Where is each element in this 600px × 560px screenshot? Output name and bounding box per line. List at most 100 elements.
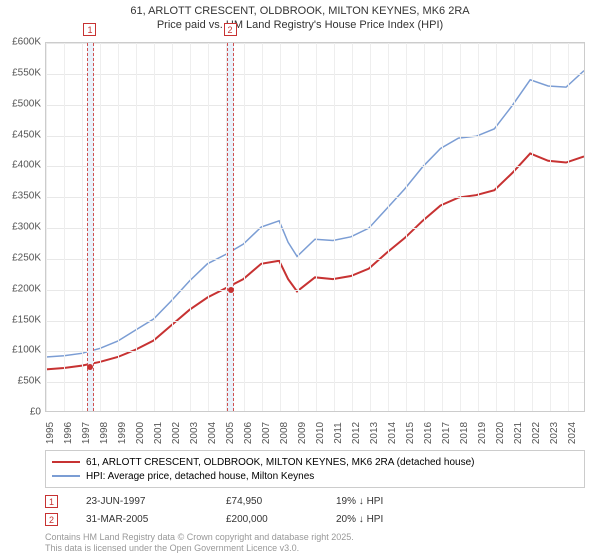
x-tick-label: 2021 (513, 422, 524, 444)
y-tick-label: £500K (1, 98, 41, 109)
footer-line-2: This data is licensed under the Open Gov… (45, 543, 354, 554)
gridline-v (64, 43, 65, 411)
x-tick-label: 1998 (99, 422, 110, 444)
legend-label-hpi: HPI: Average price, detached house, Milt… (86, 471, 314, 482)
x-tick-label: 2013 (369, 422, 380, 444)
y-tick-label: £0 (1, 407, 41, 418)
x-tick-label: 2019 (477, 422, 488, 444)
info-marker-number: 2 (45, 513, 58, 526)
gridline-v (190, 43, 191, 411)
x-tick-label: 2014 (387, 422, 398, 444)
footer-attribution: Contains HM Land Registry data © Crown c… (45, 532, 354, 554)
info-row: 123-JUN-1997£74,95019% ↓ HPI (45, 492, 585, 510)
x-tick-label: 2018 (459, 422, 470, 444)
gridline-v (568, 43, 569, 411)
x-tick-label: 2015 (405, 422, 416, 444)
x-tick-label: 2022 (531, 422, 542, 444)
gridline-v (298, 43, 299, 411)
gridline-v (262, 43, 263, 411)
gridline-v (334, 43, 335, 411)
x-tick-label: 2016 (423, 422, 434, 444)
gridline-h (46, 197, 584, 198)
chart-plot-area: 12 (45, 42, 585, 412)
gridline-v (442, 43, 443, 411)
gridline-h (46, 382, 584, 383)
y-tick-label: £250K (1, 252, 41, 263)
y-tick-label: £350K (1, 191, 41, 202)
gridline-v (460, 43, 461, 411)
sale-point-dot (87, 364, 93, 370)
gridline-h (46, 351, 584, 352)
info-price: £200,000 (226, 514, 336, 525)
x-tick-label: 2001 (153, 422, 164, 444)
x-tick-label: 2012 (351, 422, 362, 444)
gridline-v (100, 43, 101, 411)
gridline-v (388, 43, 389, 411)
x-tick-label: 1999 (117, 422, 128, 444)
x-tick-label: 2005 (225, 422, 236, 444)
gridline-h (46, 228, 584, 229)
gridline-v (316, 43, 317, 411)
sale-point-dot (228, 287, 234, 293)
x-tick-label: 2007 (261, 422, 272, 444)
sale-marker-band (87, 43, 94, 411)
gridline-v (280, 43, 281, 411)
gridline-v (82, 43, 83, 411)
sale-marker-number: 1 (83, 23, 96, 36)
gridline-v (550, 43, 551, 411)
gridline-v (514, 43, 515, 411)
x-tick-label: 1997 (81, 422, 92, 444)
y-tick-label: £100K (1, 345, 41, 356)
legend-swatch-property (52, 461, 80, 463)
y-tick-label: £400K (1, 160, 41, 171)
x-tick-label: 2000 (135, 422, 146, 444)
gridline-v (406, 43, 407, 411)
gridline-v (136, 43, 137, 411)
x-tick-label: 2004 (207, 422, 218, 444)
x-tick-label: 2017 (441, 422, 452, 444)
gridline-h (46, 105, 584, 106)
series-line-property (46, 153, 584, 369)
legend-label-property: 61, ARLOTT CRESCENT, OLDBROOK, MILTON KE… (86, 457, 474, 468)
x-tick-label: 2023 (549, 422, 560, 444)
gridline-v (352, 43, 353, 411)
x-tick-label: 2011 (333, 422, 344, 444)
sale-marker-band (227, 43, 234, 411)
y-axis-labels: £0£50K£100K£150K£200K£250K£300K£350K£400… (0, 42, 43, 412)
gridline-h (46, 136, 584, 137)
x-tick-label: 2024 (567, 422, 578, 444)
x-axis-labels: 1995199619971998199920002001200220032004… (45, 415, 585, 445)
info-row: 2 31-MAR-2005£200,00020% ↓ HPI (45, 510, 585, 528)
gridline-h (46, 74, 584, 75)
x-tick-label: 2009 (297, 422, 308, 444)
gridline-h (46, 290, 584, 291)
legend-row-property: 61, ARLOTT CRESCENT, OLDBROOK, MILTON KE… (52, 455, 578, 469)
gridline-h (46, 43, 584, 44)
y-tick-label: £300K (1, 222, 41, 233)
gridline-v (172, 43, 173, 411)
y-tick-label: £150K (1, 314, 41, 325)
gridline-v (496, 43, 497, 411)
x-tick-label: 2003 (189, 422, 200, 444)
y-tick-label: £200K (1, 283, 41, 294)
x-tick-label: 2020 (495, 422, 506, 444)
x-tick-label: 1995 (45, 422, 56, 444)
sale-marker-number: 2 (224, 23, 237, 36)
chart-lines-svg (46, 43, 584, 411)
gridline-v (154, 43, 155, 411)
x-tick-label: 2006 (243, 422, 254, 444)
legend-row-hpi: HPI: Average price, detached house, Milt… (52, 469, 578, 483)
gridline-v (244, 43, 245, 411)
x-tick-label: 1996 (63, 422, 74, 444)
y-tick-label: £50K (1, 376, 41, 387)
info-date: 31-MAR-2005 (86, 514, 226, 525)
legend-box: 61, ARLOTT CRESCENT, OLDBROOK, MILTON KE… (45, 450, 585, 488)
info-date: 23-JUN-1997 (86, 496, 226, 507)
gridline-v (208, 43, 209, 411)
series-line-hpi (46, 71, 584, 357)
x-tick-label: 2010 (315, 422, 326, 444)
title-line-1: 61, ARLOTT CRESCENT, OLDBROOK, MILTON KE… (0, 4, 600, 18)
gridline-v (478, 43, 479, 411)
info-pct-vs-hpi: 20% ↓ HPI (336, 514, 446, 525)
y-tick-label: £600K (1, 37, 41, 48)
